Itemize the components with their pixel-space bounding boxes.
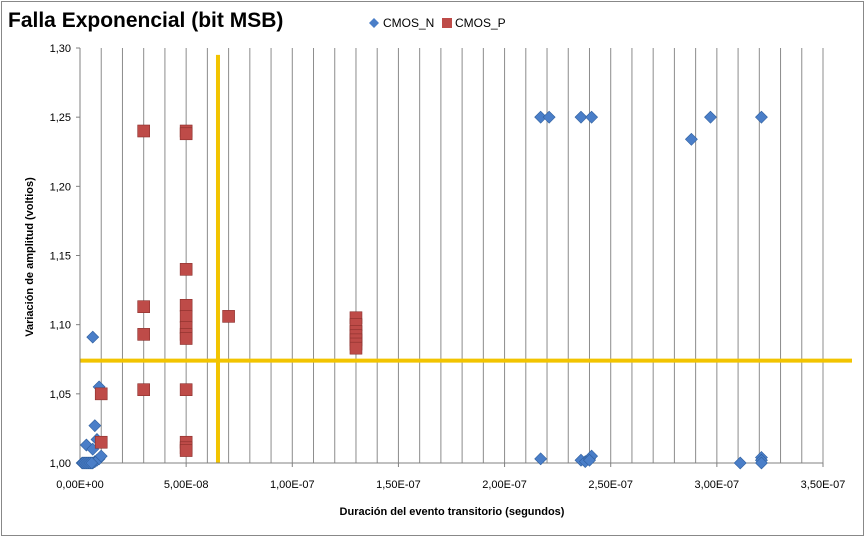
data-point-cmos-p bbox=[94, 387, 108, 401]
legend-marker-cmos-p bbox=[442, 18, 452, 28]
x-axis-ticks: 0,00E+00 5,00E-08 1,00E-07 1,50E-07 2,00E-07… bbox=[56, 463, 845, 491]
legend-label-cmos-n: CMOS_N bbox=[383, 16, 434, 30]
data-point-cmos-p bbox=[179, 127, 193, 141]
data-point-cmos-n bbox=[583, 453, 596, 467]
y-tick-label: 1,30 bbox=[50, 43, 71, 55]
data-point-cmos-p bbox=[179, 444, 193, 457]
data-point-cmos-p bbox=[179, 332, 193, 345]
data-point-cmos-n bbox=[79, 438, 93, 452]
data-point-cmos-n bbox=[585, 110, 599, 124]
chart-title: Falla Exponencial (bit MSB) bbox=[8, 9, 283, 32]
data-point-cmos-p bbox=[137, 124, 150, 138]
x-axis-label: Duración del evento transitorio (segundo… bbox=[340, 506, 565, 518]
data-point-cmos-p bbox=[349, 341, 363, 355]
reference-lines bbox=[80, 54, 852, 463]
gridlines bbox=[100, 48, 824, 463]
y-tick-label: 1,15 bbox=[50, 251, 71, 263]
x-tick-label: 2,50E-07 bbox=[588, 479, 633, 491]
y-tick-label: 1,00 bbox=[50, 458, 71, 470]
x-tick-label: 1,50E-07 bbox=[376, 479, 421, 491]
y-tick-label: 1,20 bbox=[50, 181, 71, 193]
legend-label-cmos-p: CMOS_P bbox=[455, 16, 506, 30]
y-axis-label: Variación de amplitud (voltios) bbox=[24, 177, 36, 337]
x-tick-label: 1,00E-07 bbox=[270, 479, 315, 491]
data-point-cmos-n bbox=[755, 110, 768, 124]
x-tick-label: 5,00E-08 bbox=[164, 479, 209, 491]
y-tick-label: 1,05 bbox=[50, 389, 71, 401]
data-point-cmos-p bbox=[137, 328, 150, 341]
x-tick-label: 0,00E+00 bbox=[56, 479, 103, 491]
data-point-cmos-p bbox=[179, 263, 193, 276]
data-point-cmos-p bbox=[222, 310, 235, 323]
data-point-cmos-n bbox=[534, 452, 548, 466]
data-point-cmos-n bbox=[733, 456, 747, 470]
data-point-cmos-n bbox=[574, 110, 588, 124]
data-point-cmos-p bbox=[179, 310, 193, 323]
data-point-cmos-n bbox=[684, 132, 698, 146]
data-point-cmos-p bbox=[137, 383, 150, 396]
y-tick-label: 1,25 bbox=[50, 112, 71, 124]
data-point-cmos-n bbox=[94, 449, 108, 463]
x-tick-label: 2,00E-07 bbox=[482, 479, 527, 491]
axes bbox=[79, 48, 823, 464]
data-point-cmos-p bbox=[179, 383, 193, 396]
x-tick-label: 3,50E-07 bbox=[801, 479, 846, 491]
data-point-cmos-n bbox=[85, 456, 99, 470]
data-points bbox=[75, 110, 768, 470]
legend-marker-cmos-n bbox=[369, 18, 379, 28]
data-point-cmos-n bbox=[86, 330, 100, 344]
data-point-cmos-n bbox=[542, 110, 556, 124]
data-point-cmos-p bbox=[137, 300, 150, 313]
y-tick-label: 1,10 bbox=[50, 320, 71, 332]
data-point-cmos-n bbox=[88, 419, 102, 433]
data-point-cmos-n bbox=[704, 110, 717, 124]
legend: CMOS_N CMOS_P bbox=[369, 16, 506, 30]
data-point-cmos-p bbox=[94, 435, 108, 449]
y-axis-ticks: 1,00 1,05 1,10 1,15 1,20 1,25 1,30 bbox=[50, 43, 80, 470]
data-point-cmos-n bbox=[755, 456, 768, 470]
x-tick-label: 3,00E-07 bbox=[695, 479, 740, 491]
data-point-cmos-p bbox=[179, 298, 193, 312]
data-point-cmos-n bbox=[534, 110, 548, 124]
